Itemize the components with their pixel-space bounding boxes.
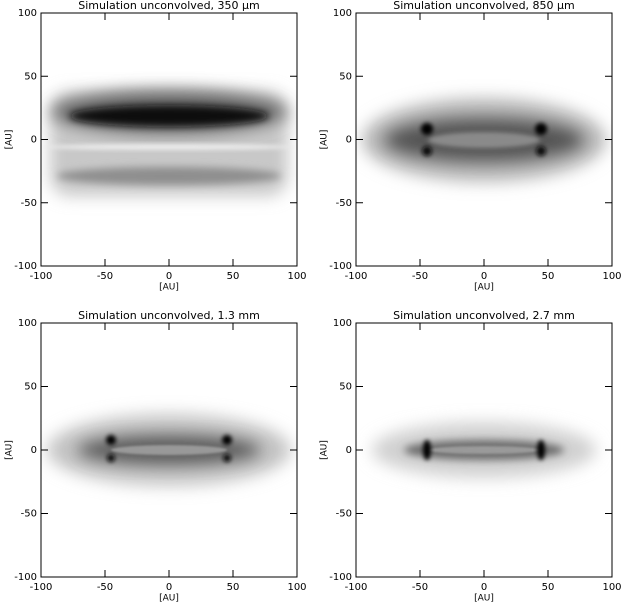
x-tick-label: 50 <box>542 271 555 282</box>
y-axis-label: [AU] <box>320 440 330 460</box>
y-axis-label: [AU] <box>320 130 330 150</box>
x-tick-label: 100 <box>287 271 306 282</box>
y-tick-label: 0 <box>346 445 352 456</box>
x-tick-label: 100 <box>287 582 306 593</box>
y-tick-label: -50 <box>21 509 37 520</box>
y-tick-label: -100 <box>14 572 37 583</box>
x-tick-label: 0 <box>481 582 487 593</box>
y-tick-label: 50 <box>24 382 37 393</box>
x-tick-label: 50 <box>227 271 240 282</box>
x-tick-label: 100 <box>602 582 621 593</box>
image-2-7mm <box>372 422 596 478</box>
x-tick-label: -100 <box>345 582 368 593</box>
y-tick-label: 50 <box>24 71 37 82</box>
y-tick-label: 100 <box>333 318 352 329</box>
y-tick-label: 100 <box>18 318 37 329</box>
y-tick-label: 100 <box>18 8 37 19</box>
y-tick-label: 0 <box>346 135 352 146</box>
x-tick-label: 100 <box>602 271 621 282</box>
x-tick-label: -50 <box>412 271 428 282</box>
x-tick-label: 0 <box>166 582 172 593</box>
x-axis-label: [AU] <box>474 594 494 604</box>
x-tick-label: -50 <box>97 582 113 593</box>
x-axis-label: [AU] <box>159 283 179 293</box>
panel-title: Simulation unconvolved, 350 μm <box>78 0 260 12</box>
y-tick-label: -50 <box>21 198 37 209</box>
y-tick-label: 0 <box>31 445 37 456</box>
x-tick-label: 0 <box>166 271 172 282</box>
x-tick-label: -50 <box>97 271 113 282</box>
y-tick-label: -100 <box>329 261 352 272</box>
x-axis-label: [AU] <box>474 283 494 293</box>
y-tick-label: -50 <box>336 198 352 209</box>
x-tick-label: 50 <box>542 582 555 593</box>
y-tick-label: 50 <box>339 382 352 393</box>
x-tick-label: 0 <box>481 271 487 282</box>
y-axis-label: [AU] <box>5 440 15 460</box>
y-tick-label: 0 <box>31 135 37 146</box>
y-tick-label: -100 <box>14 261 37 272</box>
image-1-3mm <box>47 414 291 486</box>
y-tick-label: 100 <box>333 8 352 19</box>
y-tick-label: -100 <box>329 572 352 583</box>
y-tick-label: -50 <box>336 509 352 520</box>
panel-title: Simulation unconvolved, 2.7 mm <box>393 309 575 322</box>
image-850um <box>362 98 606 182</box>
x-tick-label: -100 <box>30 271 53 282</box>
image-350um <box>44 90 294 196</box>
x-tick-label: -100 <box>345 271 368 282</box>
y-axis-label: [AU] <box>5 130 15 150</box>
y-tick-label: 50 <box>339 71 352 82</box>
panel-title: Simulation unconvolved, 850 μm <box>393 0 575 12</box>
panel-title: Simulation unconvolved, 1.3 mm <box>78 309 260 322</box>
x-tick-label: -50 <box>412 582 428 593</box>
x-tick-label: -100 <box>30 582 53 593</box>
x-tick-label: 50 <box>227 582 240 593</box>
x-axis-label: [AU] <box>159 594 179 604</box>
